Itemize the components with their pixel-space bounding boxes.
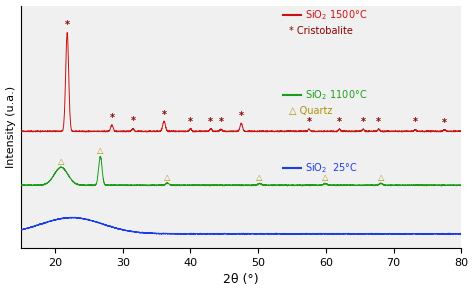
Text: △: △: [256, 173, 263, 182]
Text: △ Quartz: △ Quartz: [289, 106, 332, 116]
Text: *: *: [188, 117, 193, 127]
Text: *: *: [109, 113, 114, 123]
X-axis label: 2θ (°): 2θ (°): [223, 273, 259, 286]
Text: *: *: [208, 117, 213, 127]
Text: △: △: [377, 173, 384, 182]
Text: *: *: [376, 117, 381, 127]
Text: *: *: [413, 117, 418, 127]
Text: * Cristobalite: * Cristobalite: [289, 26, 353, 36]
Text: *: *: [162, 110, 166, 119]
Text: *: *: [361, 117, 365, 127]
Text: SiO$_2$ 1100°C: SiO$_2$ 1100°C: [305, 88, 367, 102]
Text: SiO$_2$ 1500°C: SiO$_2$ 1500°C: [305, 8, 367, 22]
Text: *: *: [307, 117, 311, 127]
Text: *: *: [442, 118, 447, 128]
Text: △: △: [58, 157, 64, 166]
Text: *: *: [337, 117, 342, 127]
Text: △: △: [322, 173, 328, 182]
Text: △: △: [97, 146, 104, 155]
Y-axis label: Intensity (u.a.): Intensity (u.a.): [6, 86, 16, 168]
Text: *: *: [219, 117, 223, 127]
Text: △: △: [164, 173, 171, 182]
Text: *: *: [130, 116, 136, 126]
Text: SiO$_2$  25°C: SiO$_2$ 25°C: [305, 161, 358, 175]
Text: *: *: [64, 20, 70, 30]
Text: *: *: [239, 111, 244, 121]
